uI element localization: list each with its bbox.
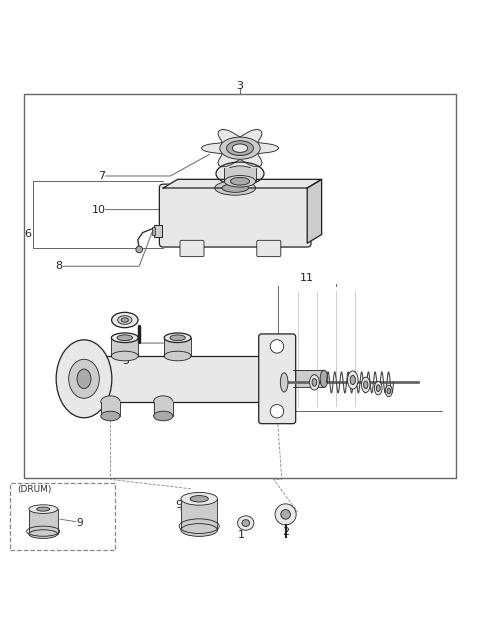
Text: 8: 8: [55, 261, 62, 271]
Ellipse shape: [220, 137, 260, 159]
Ellipse shape: [29, 505, 58, 513]
Text: 3: 3: [237, 81, 243, 91]
Ellipse shape: [361, 377, 370, 392]
Bar: [10, 483, 115, 550]
Ellipse shape: [216, 162, 264, 185]
Circle shape: [281, 509, 290, 519]
Ellipse shape: [230, 177, 250, 185]
Ellipse shape: [111, 333, 138, 342]
FancyBboxPatch shape: [159, 184, 311, 247]
Ellipse shape: [320, 370, 328, 387]
Ellipse shape: [227, 141, 253, 156]
Bar: [164, 338, 191, 356]
Circle shape: [270, 340, 284, 353]
Ellipse shape: [376, 385, 380, 392]
Text: 7: 7: [98, 171, 106, 181]
Ellipse shape: [101, 411, 120, 421]
Text: 9: 9: [77, 518, 84, 527]
Bar: [181, 499, 217, 530]
Text: 9: 9: [175, 500, 182, 510]
Bar: [152, 227, 155, 235]
Text: 5: 5: [122, 356, 130, 366]
Ellipse shape: [232, 144, 248, 152]
Ellipse shape: [348, 371, 358, 389]
Ellipse shape: [238, 516, 254, 530]
Ellipse shape: [164, 333, 191, 342]
Ellipse shape: [385, 385, 392, 397]
Ellipse shape: [121, 318, 129, 322]
Bar: [84, 356, 266, 402]
Ellipse shape: [312, 378, 317, 386]
Text: 11: 11: [300, 273, 314, 283]
Ellipse shape: [69, 359, 99, 398]
Ellipse shape: [117, 335, 132, 340]
FancyBboxPatch shape: [180, 240, 204, 257]
Ellipse shape: [350, 376, 355, 385]
Bar: [24, 94, 456, 478]
Bar: [154, 225, 162, 237]
Text: 2: 2: [282, 527, 289, 537]
Ellipse shape: [190, 495, 208, 502]
Bar: [293, 370, 324, 387]
Ellipse shape: [29, 530, 58, 538]
Ellipse shape: [170, 335, 185, 340]
Ellipse shape: [215, 180, 255, 195]
Ellipse shape: [242, 520, 250, 526]
Text: 10: 10: [92, 205, 106, 214]
Bar: [225, 168, 255, 181]
Text: 4: 4: [122, 338, 130, 348]
Bar: [101, 401, 120, 416]
Circle shape: [275, 504, 296, 525]
Polygon shape: [202, 129, 278, 167]
Text: (DRUM): (DRUM): [17, 485, 52, 494]
Text: 1: 1: [238, 530, 244, 540]
Ellipse shape: [222, 184, 249, 192]
Bar: [154, 401, 173, 416]
Ellipse shape: [225, 166, 255, 181]
Circle shape: [270, 404, 284, 418]
Ellipse shape: [154, 411, 173, 421]
Bar: [29, 509, 58, 534]
Text: 6: 6: [24, 228, 31, 239]
Ellipse shape: [77, 369, 91, 388]
FancyBboxPatch shape: [257, 240, 281, 257]
Ellipse shape: [164, 351, 191, 361]
Polygon shape: [307, 179, 322, 243]
Ellipse shape: [181, 524, 217, 536]
Ellipse shape: [56, 340, 112, 418]
Ellipse shape: [36, 507, 50, 511]
Ellipse shape: [225, 175, 255, 187]
Ellipse shape: [374, 381, 382, 395]
Circle shape: [136, 246, 143, 253]
Bar: [111, 338, 138, 356]
Ellipse shape: [310, 374, 319, 390]
Ellipse shape: [118, 316, 132, 324]
FancyBboxPatch shape: [259, 334, 296, 424]
Ellipse shape: [101, 396, 120, 407]
Ellipse shape: [111, 351, 138, 361]
Ellipse shape: [387, 388, 391, 394]
Ellipse shape: [154, 396, 173, 407]
Ellipse shape: [111, 312, 138, 328]
Ellipse shape: [181, 492, 217, 505]
Ellipse shape: [364, 381, 368, 388]
Ellipse shape: [280, 372, 288, 392]
Polygon shape: [163, 179, 322, 188]
